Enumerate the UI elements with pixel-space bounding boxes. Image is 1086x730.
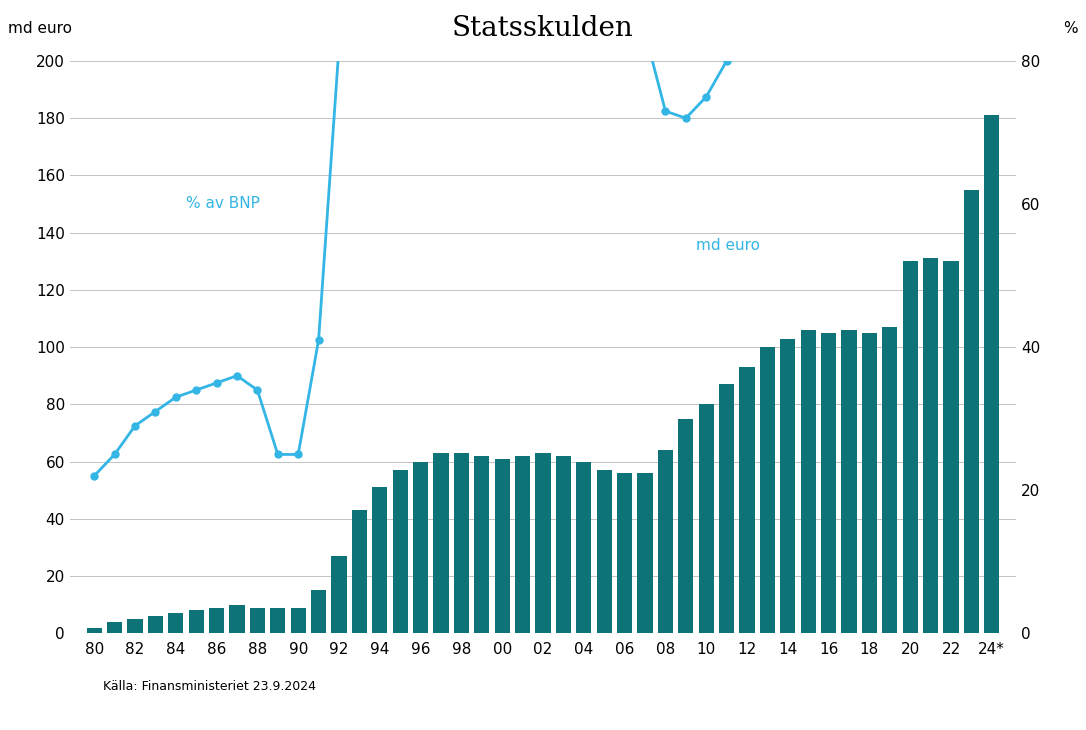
Bar	[454, 453, 469, 633]
Bar	[862, 333, 877, 633]
Bar	[780, 339, 795, 633]
Bar	[413, 461, 428, 633]
Bar	[433, 453, 449, 633]
Bar	[331, 556, 346, 633]
Bar	[250, 607, 265, 633]
Bar	[352, 510, 367, 633]
Bar	[535, 453, 551, 633]
Bar	[740, 367, 755, 633]
Bar	[596, 470, 611, 633]
Bar	[963, 190, 980, 633]
Bar	[515, 456, 530, 633]
Bar	[475, 456, 490, 633]
Text: % av BNP: % av BNP	[186, 196, 260, 211]
Bar	[944, 261, 959, 633]
Bar	[984, 115, 999, 633]
Bar	[106, 622, 123, 633]
Bar	[392, 470, 408, 633]
Bar	[229, 604, 244, 633]
Text: Källa: Finansministeriet 23.9.2024: Källa: Finansministeriet 23.9.2024	[103, 680, 316, 693]
Bar	[719, 384, 734, 633]
Bar	[577, 461, 592, 633]
Bar	[617, 473, 632, 633]
Bar	[494, 458, 509, 633]
Bar	[87, 628, 102, 633]
Bar	[189, 610, 204, 633]
Text: md euro: md euro	[9, 21, 72, 36]
Bar	[698, 404, 714, 633]
Bar	[658, 450, 673, 633]
Bar	[372, 488, 388, 633]
Bar	[821, 333, 836, 633]
Text: %: %	[1063, 21, 1077, 36]
Title: Statsskulden: Statsskulden	[452, 15, 634, 42]
Text: md euro: md euro	[696, 238, 760, 253]
Bar	[148, 616, 163, 633]
Bar	[311, 591, 326, 633]
Bar	[168, 613, 184, 633]
Bar	[556, 456, 571, 633]
Bar	[760, 347, 775, 633]
Bar	[127, 619, 142, 633]
Bar	[882, 327, 897, 633]
Bar	[678, 419, 694, 633]
Bar	[842, 330, 857, 633]
Bar	[902, 261, 918, 633]
Bar	[800, 330, 816, 633]
Bar	[291, 607, 306, 633]
Bar	[270, 607, 286, 633]
Bar	[637, 473, 653, 633]
Bar	[923, 258, 938, 633]
Bar	[209, 607, 224, 633]
